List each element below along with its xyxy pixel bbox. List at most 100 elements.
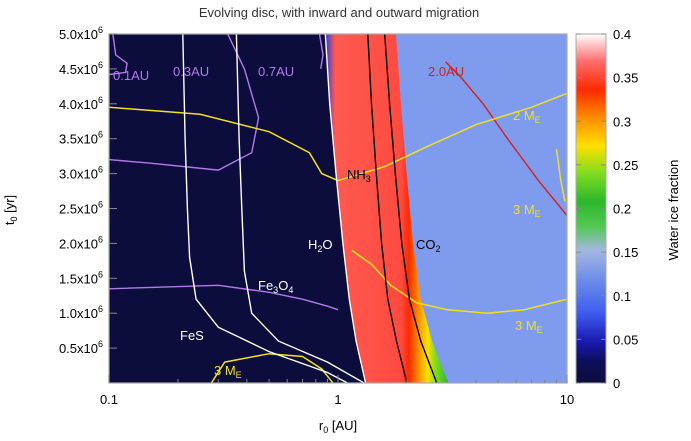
distance-contour-label-text: 0.3AU [173,64,209,79]
colorbar-tick-label: 0.4 [613,27,631,42]
condensation-front-label-text: CO [416,237,436,252]
y-tick-label-exponent: 6 [98,339,103,349]
condensation-front-label-text: NH [347,167,366,182]
condensation-front-label: CO2 [416,237,441,254]
y-axis-label-symbol: t [2,221,17,225]
region-water-ice-band [325,34,449,383]
mass-curve-label: 3 ME [515,318,543,335]
y-tick-label-mantissa: 3.0x10 [59,167,98,182]
y-tick-label: 1.5x106 [59,269,103,286]
condensation-front-curve [235,34,365,383]
y-tick-label-mantissa: 4.5x10 [59,62,98,77]
y-tick-label: 0.5x106 [59,339,103,356]
colorbar-tick-label: 0.1 [613,289,631,304]
y-tick-label-mantissa: 1.5x10 [59,271,98,286]
curves-layer [109,34,567,383]
condensation-front-label: FeS [180,328,204,343]
y-tick-label-exponent: 6 [98,95,103,105]
mass-curve-label: 3 ME [513,202,541,219]
mass-curve-label-subscript: E [535,115,541,125]
y-tick-label: 3.5x106 [59,130,103,147]
colorbar-tick-label: 0.15 [613,245,638,260]
mass-curve-label-subscript: E [236,370,242,380]
colorbar-tick-label: 0.05 [613,332,638,347]
y-tick-label: 1.0x106 [59,304,103,321]
y-tick-label-exponent: 6 [98,60,103,70]
mass-curve-label-subscript: E [535,209,541,219]
distance-contour-label: 0.3AU [173,64,209,79]
distance-contour-label-text: 0.1AU [113,68,149,83]
x-tick-label: 0.1 [100,392,118,407]
y-axis-label-unit: [yr] [2,195,17,217]
region-refractory [109,34,366,383]
colorbar-tick-label: 0.35 [613,71,638,86]
condensation-front-label-text: H [308,237,317,252]
condensation-front-label: H2O [308,237,333,254]
colorbar-ticks: 0 0.05 0.1 0.15 0.2 0.25 0.3 0.35 0.4 [576,27,638,391]
y-tick-label-exponent: 6 [98,130,103,140]
y-tick-label-mantissa: 3.5x10 [59,132,98,147]
condensation-front-label-subscript: 2 [317,244,322,254]
y-tick-label: 4.0x106 [59,95,103,112]
y-tick-label-mantissa: 2.5x10 [59,202,98,217]
distance-contour-curve [445,61,567,216]
y-tick-label-mantissa: 0.5x10 [59,341,98,356]
colorbar-tick-label: 0.2 [613,202,631,217]
distance-contour-label: 0.7AU [258,64,294,79]
condensation-front-label-tail: O [322,237,332,252]
condensation-front-label: Fe3O4 [258,278,293,295]
y-axis-label: t0 [yr] [2,195,19,225]
distance-contour-curve [109,284,339,311]
y-tick-label-exponent: 6 [98,269,103,279]
distance-contour-label: 2.0AU [428,64,464,79]
condensation-front-label: NH3 [347,167,371,184]
y-tick-label-mantissa: 2.0x10 [59,236,98,251]
distance-contour-curve [318,34,324,70]
condensation-front-label-text: FeS [180,328,204,343]
y-tick-label-mantissa: 1.0x10 [59,306,98,321]
y-tick-label-mantissa: 5.0x10 [59,27,98,42]
condensation-front-curve [182,34,348,383]
y-tick-label: 3.0x106 [59,165,103,182]
y-tick-label: 2.5x106 [59,200,103,217]
distance-contour-label: 0.1AU [113,68,149,83]
condensation-front-label-subscript: 4 [288,285,293,295]
mass-curve-label-text: 3 M [515,318,537,333]
colorbar-tick-label: 0.3 [613,114,631,129]
mass-curve [351,249,567,314]
mass-curve-label: 2 ME [513,108,541,125]
y-tick-label-exponent: 6 [98,25,103,35]
condensation-front-curve [324,34,367,383]
condensation-front-curve [367,34,408,383]
condensation-front-label-tail: O [278,278,288,293]
y-tick-label: 4.5x106 [59,60,103,77]
colorbar-label: Water ice fraction [666,160,681,261]
y-tick-label: 5.0x106 [59,25,103,42]
colorbar-tick-label: 0 [613,376,620,391]
y-tick-label-mantissa: 4.0x10 [59,97,98,112]
y-tick-label-exponent: 6 [98,304,103,314]
mass-curve-label-text: 3 M [214,363,236,378]
condensation-front-label-subscript: 3 [273,285,278,295]
mass-curve [109,92,567,182]
mass-curve-label-text: 3 M [513,202,535,217]
distance-contour-curve [109,34,260,171]
chart-title: Evolving disc, with inward and outward m… [199,5,479,20]
condensation-front-label-text: Fe [258,278,273,293]
condensation-front-label-subscript: 2 [436,244,441,254]
mass-curve-label-text: 2 M [513,108,535,123]
x-tick-label: 1 [334,392,341,407]
distance-contour-label-text: 2.0AU [428,64,464,79]
x-tick-label: 10 [560,392,574,407]
distance-contour-label-text: 0.7AU [258,64,294,79]
x-axis-label-unit: [AU] [328,418,357,433]
y-axis-label-subscript: 0 [9,217,19,222]
y-tick-label: 2.0x106 [59,234,103,251]
y-tick-label-exponent: 6 [98,234,103,244]
mass-curve-label: 3 ME [214,363,242,380]
condensation-front-curve [384,34,438,383]
x-axis-label-subscript: 0 [323,425,328,435]
